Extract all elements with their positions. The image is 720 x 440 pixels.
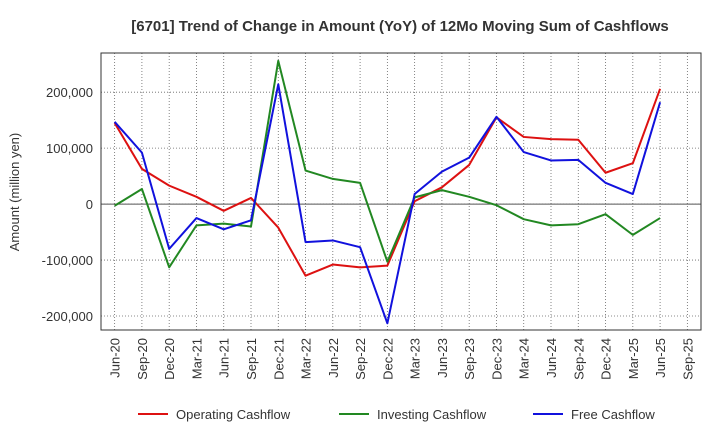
x-tick-label: Dec-21 bbox=[271, 338, 286, 380]
x-tick-label: Sep-24 bbox=[571, 338, 586, 380]
x-tick-label: Mar-23 bbox=[408, 338, 423, 379]
x-tick-label: Sep-21 bbox=[244, 338, 259, 380]
x-tick-label: Jun-20 bbox=[108, 338, 123, 378]
series-line-operating-cashflow bbox=[113, 88, 662, 277]
legend-label-free-cashflow: Free Cashflow bbox=[571, 407, 655, 422]
x-tick-label: Sep-22 bbox=[353, 338, 368, 380]
chart-title: [6701] Trend of Change in Amount (YoY) o… bbox=[131, 18, 669, 35]
x-tick-labels: Jun-20 Sep-20 Dec-20 Mar-21 Jun-21 Sep-21 Dec-… bbox=[108, 338, 696, 380]
x-tick-label: Jun-24 bbox=[544, 338, 559, 378]
series-line-investing-cashflow bbox=[114, 59, 661, 269]
x-tick-label: Sep-20 bbox=[135, 338, 150, 380]
x-tick-label: Mar-25 bbox=[626, 338, 641, 379]
series-lines bbox=[113, 59, 662, 325]
series-line-free-cashflow bbox=[113, 83, 662, 325]
x-tick-label: Sep-23 bbox=[462, 338, 477, 380]
x-tick-label: Dec-22 bbox=[380, 338, 395, 380]
grid bbox=[101, 53, 701, 330]
x-tick-label: Mar-22 bbox=[299, 338, 314, 379]
legend-label-operating-cashflow: Operating Cashflow bbox=[176, 407, 291, 422]
x-tick-label: Sep-25 bbox=[680, 338, 695, 380]
y-tick-label: 100,000 bbox=[46, 141, 93, 156]
x-tick-label: Jun-21 bbox=[217, 338, 232, 378]
x-tick-label: Mar-21 bbox=[189, 338, 204, 379]
legend: Operating Cashflow Investing Cashflow Free… bbox=[138, 407, 655, 422]
y-tick-labels: -200,000 -100,000 0 100,000 200,000 bbox=[42, 85, 93, 324]
y-tick-label: -200,000 bbox=[42, 309, 93, 324]
y-tick-label: 0 bbox=[86, 197, 93, 212]
x-tick-label: Jun-22 bbox=[326, 338, 341, 378]
legend-label-investing-cashflow: Investing Cashflow bbox=[377, 407, 487, 422]
x-tick-label: Mar-24 bbox=[517, 338, 532, 379]
y-axis-label: Amount (million yen) bbox=[7, 133, 22, 252]
plot-frame bbox=[100, 52, 702, 331]
y-tick-label: -100,000 bbox=[42, 253, 93, 268]
x-tick-label: Dec-20 bbox=[162, 338, 177, 380]
x-tick-label: Dec-24 bbox=[599, 338, 614, 380]
x-tick-label: Jun-23 bbox=[435, 338, 450, 378]
y-tick-label: 200,000 bbox=[46, 85, 93, 100]
x-tick-label: Dec-23 bbox=[489, 338, 504, 380]
x-tick-label: Jun-25 bbox=[653, 338, 668, 378]
